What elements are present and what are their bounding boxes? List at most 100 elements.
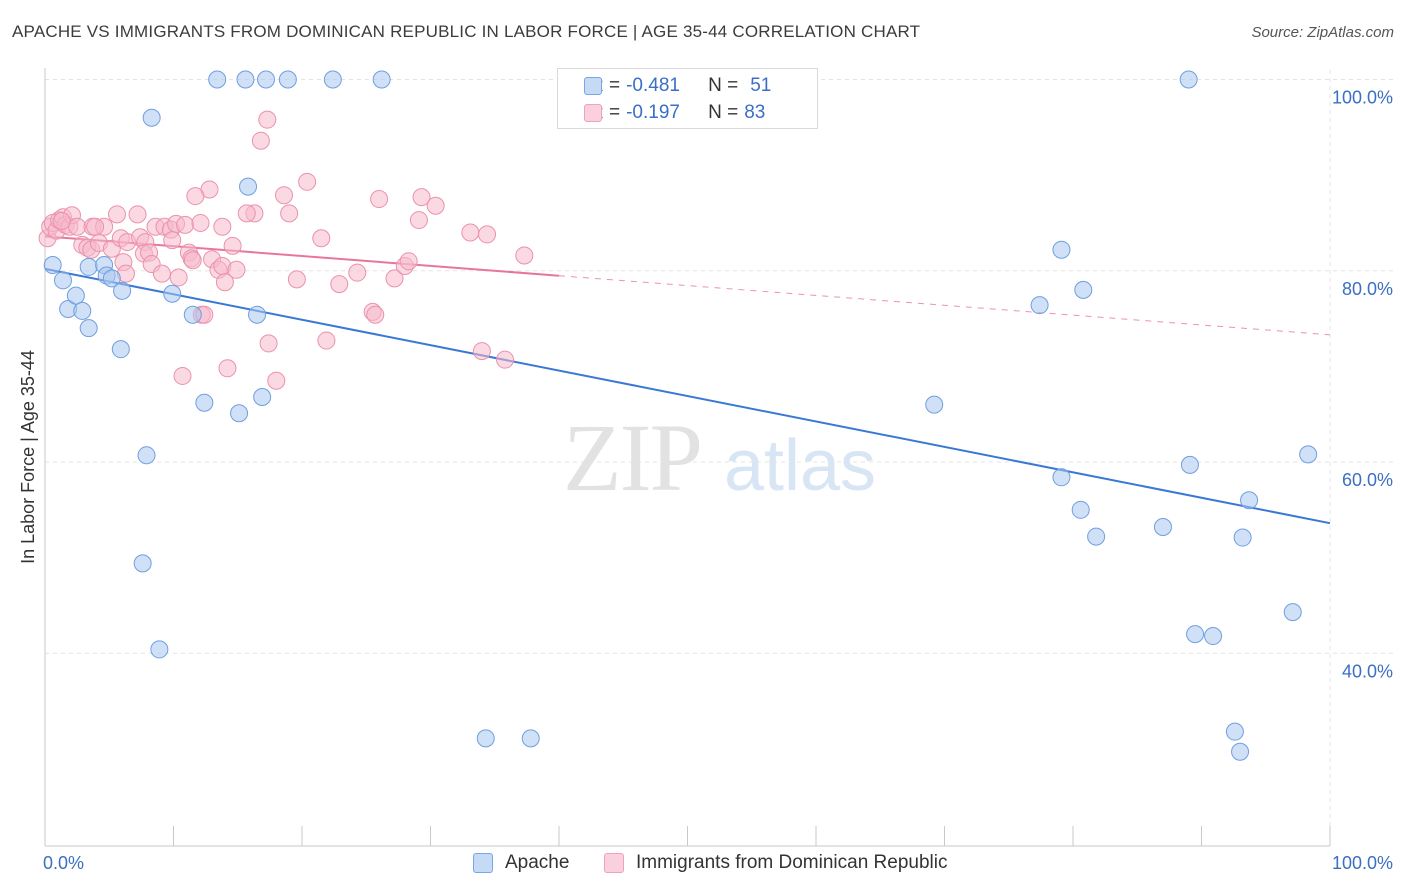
apache-point: [257, 70, 276, 89]
n-value: 83: [744, 102, 766, 123]
dominican-point: [385, 269, 404, 288]
axes: [44, 68, 1331, 847]
apache-point: [208, 70, 227, 89]
legend-item-dominican[interactable]: Immigrants from Dominican Republic: [604, 852, 948, 874]
apache-point: [1225, 722, 1244, 741]
watermark-atlas: atlas: [724, 426, 876, 506]
apache-point: [111, 340, 130, 359]
dominican-point: [370, 190, 389, 209]
y-tick-label: 40.0%: [1342, 661, 1393, 681]
dominican-point: [227, 260, 246, 279]
apache-point: [1299, 445, 1318, 464]
dominican-point: [251, 131, 270, 150]
axis-labels: 100.0% 80.0% 60.0% 40.0% 0.0% 100.0% In Labor …: [18, 88, 1393, 874]
legend-label: Immigrants from Dominican Republic: [636, 852, 948, 873]
r-value: -0.481: [626, 75, 680, 96]
apache-point: [102, 269, 121, 288]
dominican-point: [312, 229, 331, 248]
apache-point: [1052, 240, 1071, 259]
apache-point: [476, 729, 495, 748]
dominican-point: [412, 188, 431, 207]
apache-point: [1204, 627, 1223, 646]
y-tick-label: 100.0%: [1332, 88, 1393, 108]
dominican-point: [52, 212, 71, 231]
n-value: 51: [750, 75, 772, 96]
dominican-swatch: [604, 853, 624, 873]
apache-point: [142, 108, 161, 127]
dominican-point: [173, 366, 192, 385]
dominican-point: [280, 204, 299, 223]
apache-point: [1240, 491, 1259, 510]
n-label: N =: [708, 75, 739, 96]
apache-point: [278, 70, 297, 89]
apache-point: [236, 70, 255, 89]
dominican-point: [169, 268, 188, 287]
dominican-point: [258, 110, 277, 129]
apache-point: [150, 640, 169, 659]
dominican-point: [348, 263, 367, 282]
dominican-point: [128, 205, 147, 224]
apache-point: [1087, 527, 1106, 546]
legend-item-apache[interactable]: Apache: [473, 852, 569, 874]
watermark-zip: ZIP: [563, 404, 701, 511]
legend-row-apache: R = -0.481 N = 51: [584, 74, 771, 98]
apache-point: [230, 404, 249, 423]
y-tick-label: 60.0%: [1342, 470, 1393, 490]
correlation-legend: R = -0.481 N = 51 R = -0.197 N = 83: [557, 68, 818, 129]
dominican-point: [461, 223, 480, 242]
apache-point: [66, 286, 85, 305]
dominican-point: [215, 273, 234, 292]
apache-point: [1233, 528, 1252, 547]
apache-point: [1052, 468, 1071, 487]
apache-point: [195, 393, 214, 412]
dominican-point: [68, 217, 87, 236]
dominican-point: [275, 186, 294, 205]
apache-point: [1153, 518, 1172, 537]
dominican-point: [267, 371, 286, 390]
dominican-point: [186, 187, 205, 206]
apache-point: [1074, 280, 1093, 299]
dominican-point: [213, 217, 232, 236]
r-value: -0.197: [626, 102, 680, 123]
apache-point: [372, 70, 391, 89]
apache-point: [239, 177, 258, 196]
source-credit: Source: ZipAtlas.com: [1251, 24, 1394, 41]
dominican-point: [237, 204, 256, 223]
apache-point: [1231, 742, 1250, 761]
apache-point: [248, 305, 267, 324]
dominican-point: [478, 225, 497, 244]
dominican-point: [399, 252, 418, 271]
apache-point: [1071, 500, 1090, 519]
dominican-point: [191, 213, 210, 232]
y-axis-label: In Labor Force | Age 35-44: [18, 350, 38, 564]
dominican-point: [330, 275, 349, 294]
legend-row-dominican: R = -0.197 N = 83: [584, 101, 765, 125]
dominican-point: [409, 211, 428, 230]
y-tick-label: 80.0%: [1342, 279, 1393, 299]
dominican-point: [176, 215, 195, 234]
dominican-point: [218, 359, 237, 378]
dominican-point: [223, 236, 242, 255]
dominican-point: [107, 205, 126, 224]
data-points: [38, 70, 1318, 761]
dominican-point: [515, 246, 534, 265]
legend-label: Apache: [505, 852, 570, 873]
apache-point: [113, 281, 132, 300]
dominican-point: [86, 217, 105, 236]
series-legend: Apache Immigrants from Dominican Republi…: [0, 852, 1406, 876]
apache-point: [253, 387, 272, 406]
x-tick-label: 0.0%: [43, 853, 84, 873]
dominican-point: [472, 342, 491, 361]
dominican-point: [259, 334, 278, 353]
dominican-point: [287, 270, 306, 289]
n-label: N =: [708, 102, 739, 123]
apache-point: [79, 257, 98, 276]
apache-point: [1186, 625, 1205, 644]
apache-swatch: [584, 77, 602, 95]
apache-point: [183, 305, 202, 324]
dominican-point: [426, 196, 445, 215]
apache-point: [73, 301, 92, 320]
apache-point: [53, 271, 72, 290]
chart-title: APACHE VS IMMIGRANTS FROM DOMINICAN REPU…: [12, 22, 921, 41]
apache-point: [1180, 455, 1199, 474]
